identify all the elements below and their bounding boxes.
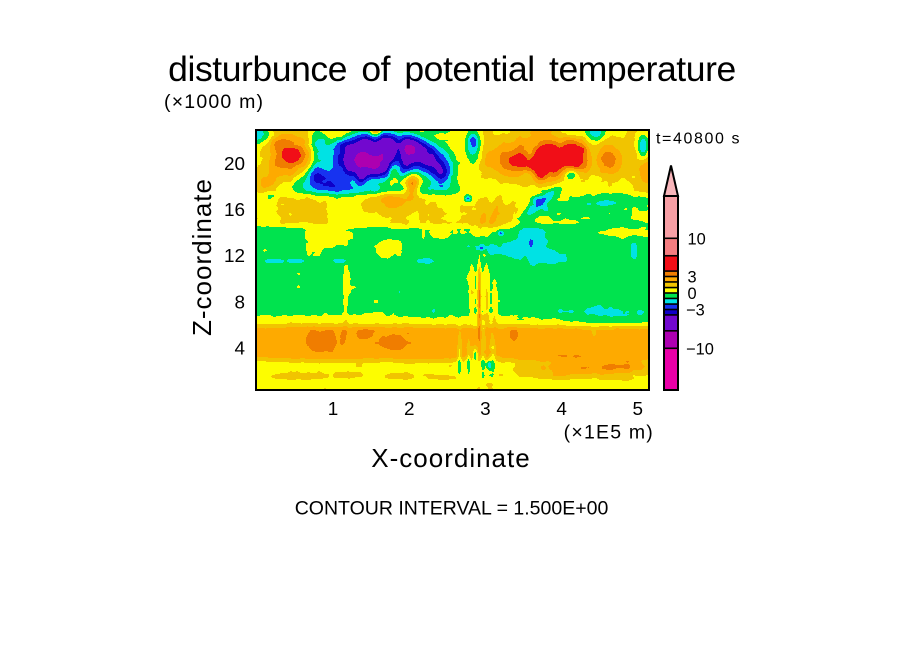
colorbar-band-0	[664, 196, 678, 239]
y-tick-label-8: 8	[234, 292, 245, 313]
y-tick-label-12: 12	[224, 246, 245, 267]
x-axis-label: X-coordinate	[371, 443, 530, 473]
contour-interval-note: CONTOUR INTERVAL = 1.500E+00	[295, 498, 609, 520]
y-tick-label-16: 16	[224, 200, 245, 221]
colorbar-band-11	[664, 314, 678, 331]
y-tick-label-20: 20	[224, 154, 245, 175]
colorbar-band-13	[664, 348, 678, 390]
colorbar-band-1	[664, 238, 678, 256]
x-tick-label-5: 5	[633, 399, 644, 420]
colorbar-band-7	[664, 293, 678, 299]
x-tick-labels: 1 2 3 4 5	[328, 399, 643, 420]
colorbar-band-12	[664, 330, 678, 349]
x-tick-label-2: 2	[404, 399, 415, 420]
colorbar-band-10	[664, 309, 678, 315]
plot-frame	[255, 129, 650, 391]
chart-title: disturbunce of potential temperature	[168, 49, 736, 89]
colorbar-band-9	[664, 304, 678, 310]
x-tick-label-4: 4	[556, 399, 567, 420]
colorbar-outline	[663, 195, 679, 391]
y-axis-label: Z-coordinate	[187, 178, 217, 336]
y-tick-label-4: 4	[234, 338, 245, 359]
y-axis-unit-label: (×1000 m)	[164, 91, 264, 113]
colorbar-band-8	[664, 298, 678, 305]
time-label: t=40800 s	[656, 131, 741, 148]
colorbar-band-6	[664, 287, 678, 293]
colorbar-band-2	[664, 255, 678, 272]
colorbar-band-3	[664, 271, 678, 277]
colorbar-label-3: 3	[688, 269, 697, 287]
x-tick-label-1: 1	[328, 399, 339, 420]
x-tick-label-3: 3	[480, 399, 491, 420]
contour-field-canvas	[256, 130, 649, 390]
colorbar-band-4	[664, 276, 678, 282]
colorbar-label-−10: −10	[686, 340, 714, 358]
colorbar-label-−3: −3	[686, 301, 705, 319]
colorbar-band-5	[664, 281, 678, 288]
colorbar-arrow	[662, 165, 680, 197]
y-tick-labels: 20 16 12 8 4	[224, 154, 245, 359]
colorbar-label-10: 10	[688, 230, 706, 248]
colorbar-label-0: 0	[688, 285, 697, 303]
colorbar: 10 30−3 −10	[662, 165, 714, 391]
x-axis-unit-label: (×1E5 m)	[564, 422, 654, 444]
